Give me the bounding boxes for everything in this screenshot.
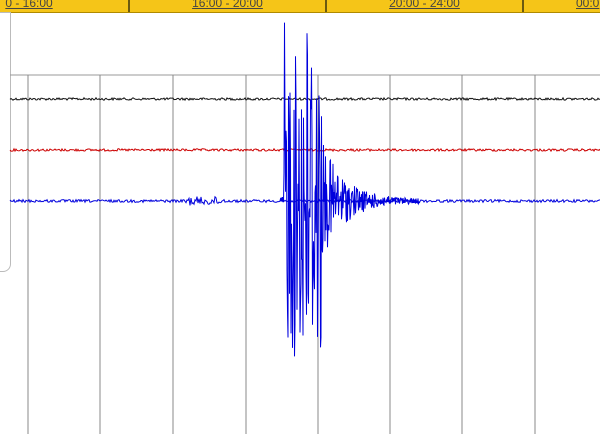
time-tab[interactable]: 20:00 - 24:00 — [325, 0, 522, 12]
trace — [9, 96, 600, 102]
trace — [9, 195, 600, 206]
time-tab[interactable]: 16:00 - 20:00 — [128, 0, 325, 12]
side-panel — [0, 12, 11, 272]
trace — [9, 147, 600, 153]
time-tab[interactable]: 0 - 16:00 — [5, 0, 53, 10]
time-tab-bar: 0 - 16:00 16:00 - 20:00 20:00 - 24:00 00… — [0, 0, 600, 13]
seismic-burst — [279, 22, 421, 357]
time-tab[interactable]: 00:0 — [522, 0, 600, 12]
